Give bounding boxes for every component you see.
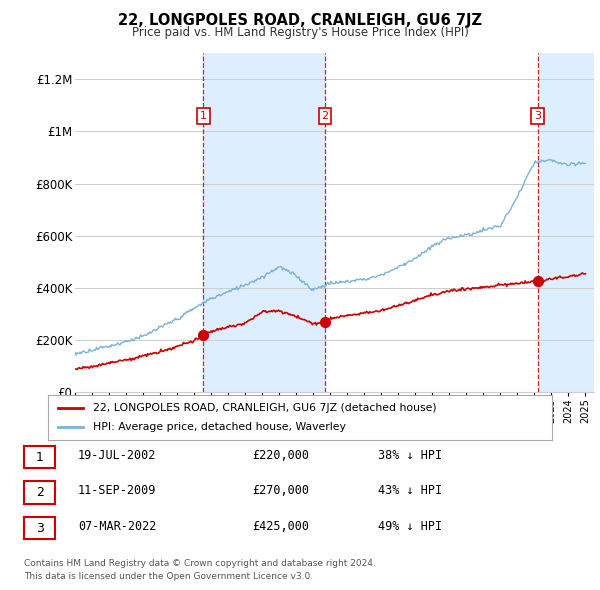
Text: 2: 2 [322, 111, 329, 121]
Bar [203, 53, 325, 392]
Bar [538, 53, 594, 392]
Text: £425,000: £425,000 [252, 520, 309, 533]
Text: Price paid vs. HM Land Registry's House Price Index (HPI): Price paid vs. HM Land Registry's House … [131, 26, 469, 39]
Text: 3: 3 [534, 111, 541, 121]
Point [199, 330, 208, 340]
Text: This data is licensed under the Open Government Licence v3.0.: This data is licensed under the Open Gov… [24, 572, 313, 581]
Text: 1: 1 [200, 111, 207, 121]
Point [533, 277, 542, 286]
Text: 19-JUL-2002: 19-JUL-2002 [78, 449, 157, 462]
Text: 22, LONGPOLES ROAD, CRANLEIGH, GU6 7JZ: 22, LONGPOLES ROAD, CRANLEIGH, GU6 7JZ [118, 13, 482, 28]
Text: 22, LONGPOLES ROAD, CRANLEIGH, GU6 7JZ (detached house): 22, LONGPOLES ROAD, CRANLEIGH, GU6 7JZ (… [94, 403, 437, 412]
Text: £220,000: £220,000 [252, 449, 309, 462]
Text: 49% ↓ HPI: 49% ↓ HPI [378, 520, 442, 533]
Text: 2: 2 [35, 486, 44, 499]
Text: 07-MAR-2022: 07-MAR-2022 [78, 520, 157, 533]
Text: HPI: Average price, detached house, Waverley: HPI: Average price, detached house, Wave… [94, 422, 346, 432]
Text: 38% ↓ HPI: 38% ↓ HPI [378, 449, 442, 462]
Text: 3: 3 [35, 522, 44, 535]
Text: 1: 1 [35, 451, 44, 464]
Text: 11-SEP-2009: 11-SEP-2009 [78, 484, 157, 497]
Text: Contains HM Land Registry data © Crown copyright and database right 2024.: Contains HM Land Registry data © Crown c… [24, 559, 376, 568]
Point [320, 317, 330, 327]
Text: 43% ↓ HPI: 43% ↓ HPI [378, 484, 442, 497]
Text: £270,000: £270,000 [252, 484, 309, 497]
